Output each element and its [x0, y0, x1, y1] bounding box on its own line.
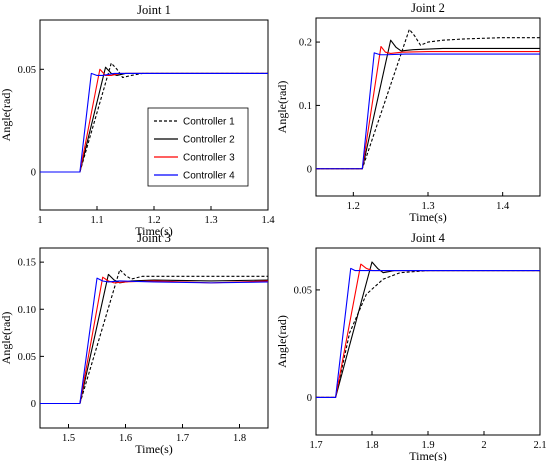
- y-tick-label: 0: [307, 164, 312, 175]
- series-line-controller-4: [316, 267, 540, 398]
- legend-label: Controller 4: [183, 171, 235, 182]
- legend-box: [147, 107, 249, 187]
- x-tick-label: 2: [481, 440, 486, 451]
- y-axis-label: Angle(rad): [0, 89, 13, 142]
- chart-title: Joint 3: [137, 231, 171, 245]
- y-tick-label: 0: [307, 393, 312, 404]
- y-tick-label: 0: [31, 399, 36, 410]
- x-axis-label: Time(s): [409, 210, 447, 224]
- y-tick-label: 0.15: [18, 258, 36, 269]
- series-line-controller-3: [40, 276, 268, 405]
- x-tick-label: 1.5: [62, 433, 75, 444]
- series-line-controller-4: [40, 277, 268, 405]
- series-line-controller-3: [316, 45, 540, 170]
- series-line-controller-1: [40, 62, 268, 173]
- y-tick-label: 0.05: [18, 65, 36, 76]
- chart-panel-joint-4: 1.7 1.8 1.9 2 2.1 0 0.05 Joint 4 Time(s) Angle(ra…: [275, 231, 547, 461]
- chart-title: Joint 4: [411, 231, 445, 245]
- y-tick-label: 0.05: [18, 352, 36, 363]
- x-tick-label: 1.2: [147, 215, 160, 226]
- x-tick-label: 1.1: [90, 215, 103, 226]
- y-axis-label: Angle(rad): [275, 315, 289, 368]
- x-tick-label: 1.8: [233, 433, 246, 444]
- x-axis-label: Time(s): [135, 442, 173, 456]
- y-tick-label: 0.10: [18, 305, 36, 316]
- chart-title: Joint 1: [137, 3, 171, 17]
- x-tick-label: 1.4: [496, 201, 510, 212]
- legend-label: Controller 1: [183, 117, 235, 128]
- chart-panel-joint-1: 1 1.1 1.2 1.3 1.4 0 0.05 Joint 1 Time(s) Angle(ra…: [0, 3, 275, 238]
- x-tick-label: 1: [37, 215, 42, 226]
- chart-panel-joint-3: 1.5 1.6 1.7 1.8 0 0.05 0.10 0.15 Joint 3 Time(s) A…: [0, 231, 269, 456]
- y-tick-label: 0.2: [299, 38, 312, 49]
- x-tick-label: 1.6: [119, 433, 132, 444]
- series-line-controller-1: [316, 28, 540, 170]
- x-tick-label: 1.7: [309, 440, 322, 451]
- legend-label: Controller 2: [183, 135, 235, 146]
- x-tick-label: 1.3: [204, 215, 217, 226]
- x-tick-label: 1.2: [347, 201, 360, 212]
- series-line-controller-4: [316, 52, 540, 170]
- y-tick-label: 0.05: [294, 285, 312, 296]
- x-tick-label: 1.9: [421, 440, 434, 451]
- x-axis-label: Time(s): [135, 224, 173, 238]
- x-tick-label: 1.3: [421, 201, 434, 212]
- legend-label: Controller 3: [183, 153, 235, 164]
- series-line-controller-1: [40, 269, 268, 405]
- series-line-controller-1: [316, 270, 540, 398]
- plot-frame: [39, 247, 269, 429]
- x-tick-label: 1.4: [261, 215, 275, 226]
- y-tick-label: 0: [31, 168, 36, 179]
- x-tick-label: 1.8: [365, 440, 378, 451]
- series-line-controller-3: [316, 263, 540, 398]
- legend: Controller 1 Controller 2 Controller 3 Cont…: [147, 107, 249, 187]
- x-tick-label: 1.7: [176, 433, 189, 444]
- series-line-controller-4: [40, 72, 268, 173]
- series-line-controller-2: [40, 273, 268, 405]
- y-tick-label: 0.1: [299, 101, 312, 112]
- chart-panel-joint-2: 1.2 1.3 1.4 0 0.1 0.2 Joint 2 Time(s) Angle(rad): [275, 1, 541, 224]
- chart-title: Joint 2: [411, 1, 445, 15]
- x-tick-label: 2.1: [533, 440, 546, 451]
- series-line-controller-2: [316, 39, 540, 170]
- x-axis-label: Time(s): [409, 449, 447, 461]
- y-axis-label: Angle(rad): [275, 81, 289, 134]
- y-axis-label: Angle(rad): [0, 312, 13, 365]
